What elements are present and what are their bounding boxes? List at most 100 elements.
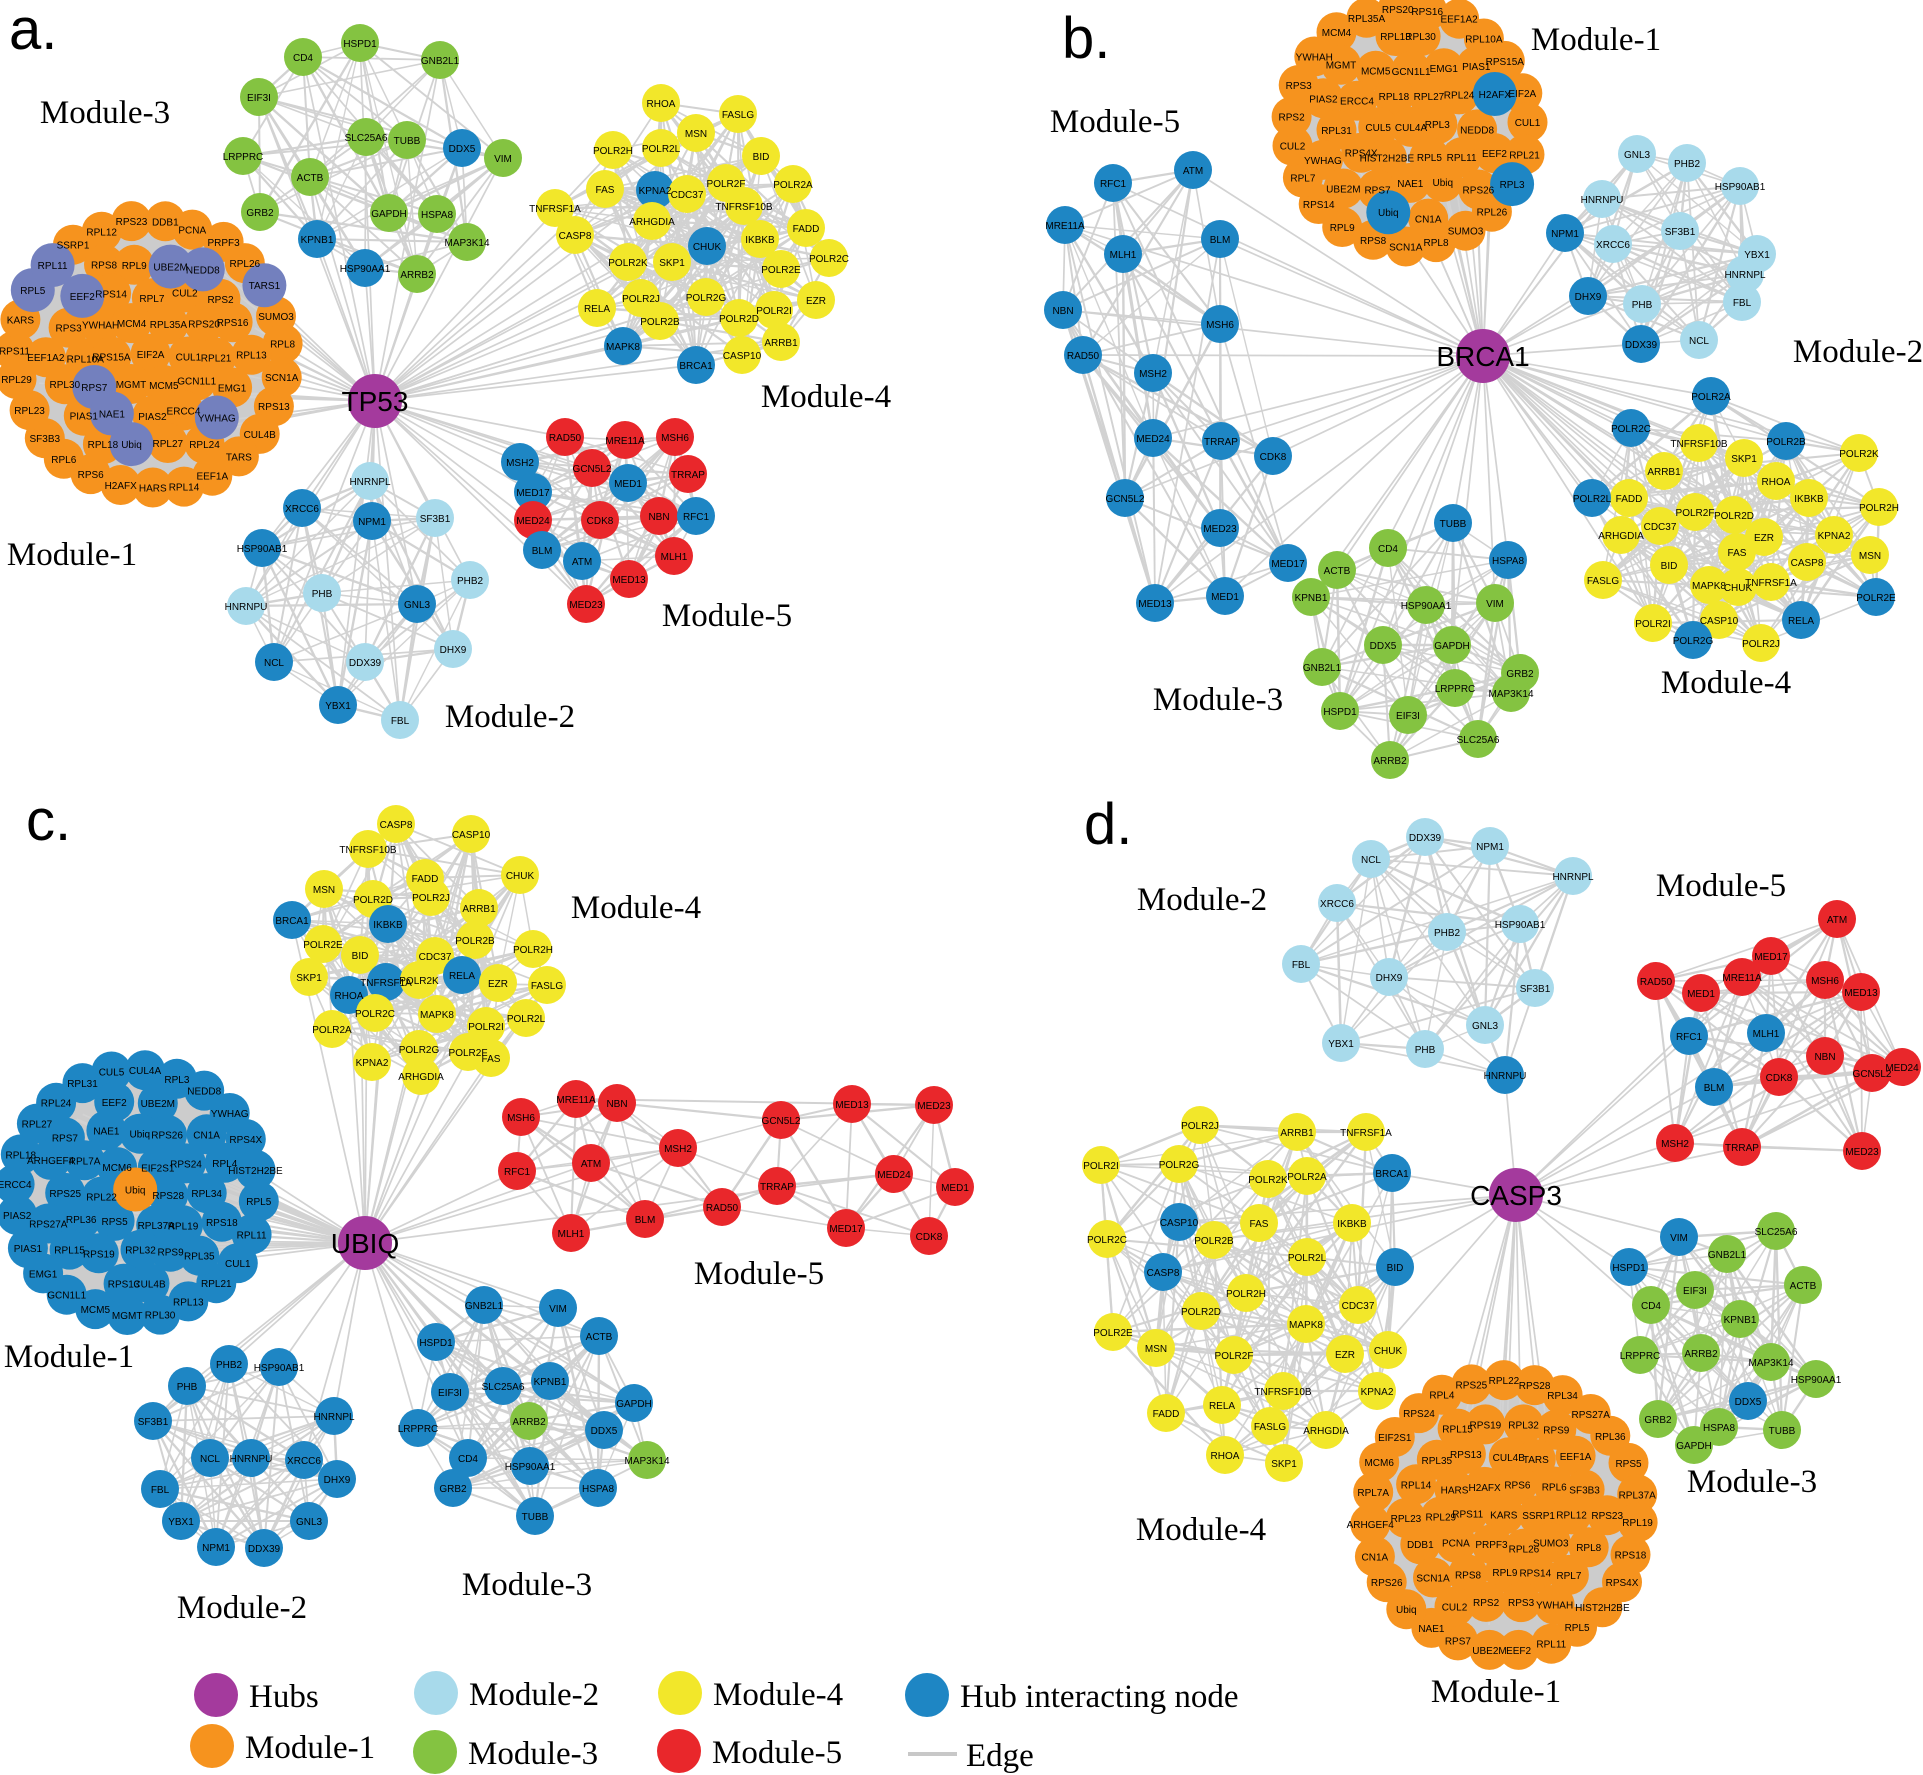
svg-text:RPL26: RPL26 — [230, 259, 261, 270]
svg-text:CUL2: CUL2 — [172, 289, 198, 300]
svg-text:FBL: FBL — [1733, 298, 1752, 309]
svg-text:ARHGDIA: ARHGDIA — [398, 1072, 444, 1083]
svg-text:RPL31: RPL31 — [67, 1079, 98, 1090]
svg-text:RPL3: RPL3 — [1500, 180, 1525, 191]
svg-text:SUMO3: SUMO3 — [1448, 227, 1484, 238]
svg-text:POLR2K: POLR2K — [1839, 449, 1879, 460]
svg-text:RPS24: RPS24 — [170, 1159, 202, 1170]
svg-text:RPS28: RPS28 — [152, 1191, 184, 1202]
svg-text:TNFRSF1A: TNFRSF1A — [529, 204, 581, 215]
svg-text:GNL3: GNL3 — [1624, 150, 1651, 161]
svg-text:RPL37A: RPL37A — [1619, 1490, 1657, 1501]
svg-text:DDX39: DDX39 — [1409, 833, 1442, 844]
svg-text:MCM4: MCM4 — [1322, 28, 1352, 39]
svg-text:ERCC4: ERCC4 — [167, 407, 201, 418]
svg-text:Module-1: Module-1 — [4, 1339, 134, 1375]
svg-text:EIF3I: EIF3I — [1683, 1286, 1707, 1297]
svg-text:RPL3: RPL3 — [164, 1075, 189, 1086]
svg-text:SLC25A6: SLC25A6 — [482, 1382, 525, 1393]
svg-text:MED17: MED17 — [516, 488, 550, 499]
svg-text:d.: d. — [1084, 792, 1132, 857]
svg-text:RPS15A: RPS15A — [1486, 57, 1525, 68]
svg-text:EMG1: EMG1 — [29, 1269, 58, 1280]
svg-text:POLR2I: POLR2I — [1635, 619, 1671, 630]
svg-text:RFC1: RFC1 — [504, 1167, 531, 1178]
svg-text:SKP1: SKP1 — [296, 973, 322, 984]
svg-text:CD4: CD4 — [1378, 544, 1398, 555]
svg-text:HARS: HARS — [139, 483, 167, 494]
svg-text:BLM: BLM — [532, 546, 553, 557]
svg-text:RPS27A: RPS27A — [1572, 1410, 1611, 1421]
svg-text:KARS: KARS — [1490, 1511, 1518, 1522]
svg-text:MED23: MED23 — [1845, 1147, 1879, 1158]
svg-text:CUL4B: CUL4B — [133, 1279, 166, 1290]
svg-text:CUL1: CUL1 — [176, 352, 202, 363]
svg-text:RPL26: RPL26 — [1477, 208, 1508, 219]
svg-text:TNFRSF10B: TNFRSF10B — [715, 202, 773, 213]
svg-text:RPL35A: RPL35A — [150, 320, 188, 331]
svg-text:HSP90AB1: HSP90AB1 — [237, 544, 288, 555]
svg-text:HSP90AB1: HSP90AB1 — [1715, 182, 1766, 193]
svg-text:RPS9: RPS9 — [158, 1248, 185, 1259]
svg-text:HSP90AA1: HSP90AA1 — [340, 264, 391, 275]
svg-text:Ubiq: Ubiq — [121, 440, 142, 451]
svg-text:RPS7: RPS7 — [81, 383, 108, 394]
svg-text:SUMO3: SUMO3 — [1533, 1539, 1569, 1550]
svg-text:RPL23: RPL23 — [14, 406, 45, 417]
svg-text:RPL4: RPL4 — [1429, 1391, 1454, 1402]
svg-text:CDC37: CDC37 — [419, 952, 452, 963]
svg-text:GCN5L2: GCN5L2 — [1853, 1069, 1892, 1080]
svg-text:ARRB1: ARRB1 — [462, 904, 496, 915]
svg-text:RPL3: RPL3 — [1425, 120, 1450, 131]
svg-text:RPS2: RPS2 — [1473, 1598, 1500, 1609]
svg-text:RPL9: RPL9 — [1330, 223, 1355, 234]
svg-text:RPL7: RPL7 — [1290, 174, 1315, 185]
svg-text:MED24: MED24 — [1136, 434, 1170, 445]
svg-text:FBL: FBL — [1292, 960, 1311, 971]
svg-text:MED23: MED23 — [569, 600, 603, 611]
svg-text:CN1A: CN1A — [193, 1130, 220, 1141]
svg-text:LRPPRC: LRPPRC — [1435, 684, 1476, 695]
svg-text:TRRAP: TRRAP — [1725, 1143, 1759, 1154]
svg-text:DHX9: DHX9 — [1575, 292, 1602, 303]
svg-text:YBX1: YBX1 — [1328, 1039, 1354, 1050]
svg-text:POLR2H: POLR2H — [1226, 1289, 1266, 1300]
svg-text:RPL14: RPL14 — [169, 483, 200, 494]
svg-text:CASP3: CASP3 — [1470, 1180, 1562, 1211]
svg-text:RELA: RELA — [1788, 616, 1814, 627]
svg-text:IKBKB: IKBKB — [1337, 1219, 1367, 1230]
svg-text:Module-3: Module-3 — [468, 1736, 598, 1772]
svg-text:GAPDH: GAPDH — [616, 1399, 652, 1410]
svg-text:RPL7: RPL7 — [139, 294, 164, 305]
svg-text:GCN5L2: GCN5L2 — [1106, 494, 1145, 505]
svg-text:EIF2S1: EIF2S1 — [141, 1163, 175, 1174]
svg-text:Module-3: Module-3 — [462, 1567, 592, 1603]
svg-text:CDK8: CDK8 — [1260, 452, 1287, 463]
svg-text:CDK8: CDK8 — [587, 516, 614, 527]
svg-text:RPL5: RPL5 — [20, 286, 45, 297]
svg-text:b.: b. — [1062, 6, 1110, 71]
svg-text:ACTB: ACTB — [297, 173, 324, 184]
svg-text:POLR2G: POLR2G — [1673, 636, 1714, 647]
svg-text:MLH1: MLH1 — [1753, 1029, 1780, 1040]
svg-text:MSN: MSN — [1859, 551, 1881, 562]
svg-text:Module-4: Module-4 — [761, 379, 891, 415]
svg-text:POLR2H: POLR2H — [1859, 503, 1899, 514]
svg-text:POLR2A: POLR2A — [773, 180, 813, 191]
svg-text:RPL30: RPL30 — [50, 380, 81, 391]
svg-text:EIF3I: EIF3I — [438, 1388, 462, 1399]
svg-text:RPS18: RPS18 — [206, 1218, 238, 1229]
svg-text:Module-2: Module-2 — [177, 1590, 307, 1626]
svg-text:BLM: BLM — [1210, 235, 1231, 246]
svg-text:DDX39: DDX39 — [1625, 340, 1658, 351]
svg-text:Module-1: Module-1 — [7, 537, 137, 573]
svg-text:CASP10: CASP10 — [723, 351, 762, 362]
svg-text:EIF3I: EIF3I — [247, 93, 271, 104]
svg-text:MED17: MED17 — [829, 1224, 863, 1235]
svg-text:RPL9: RPL9 — [1492, 1568, 1517, 1579]
svg-text:KPNB1: KPNB1 — [534, 1377, 567, 1388]
svg-text:TUBB: TUBB — [1440, 519, 1467, 530]
svg-text:MLH1: MLH1 — [558, 1229, 585, 1240]
svg-text:SF3B1: SF3B1 — [420, 514, 451, 525]
svg-text:MSH6: MSH6 — [1811, 976, 1839, 987]
